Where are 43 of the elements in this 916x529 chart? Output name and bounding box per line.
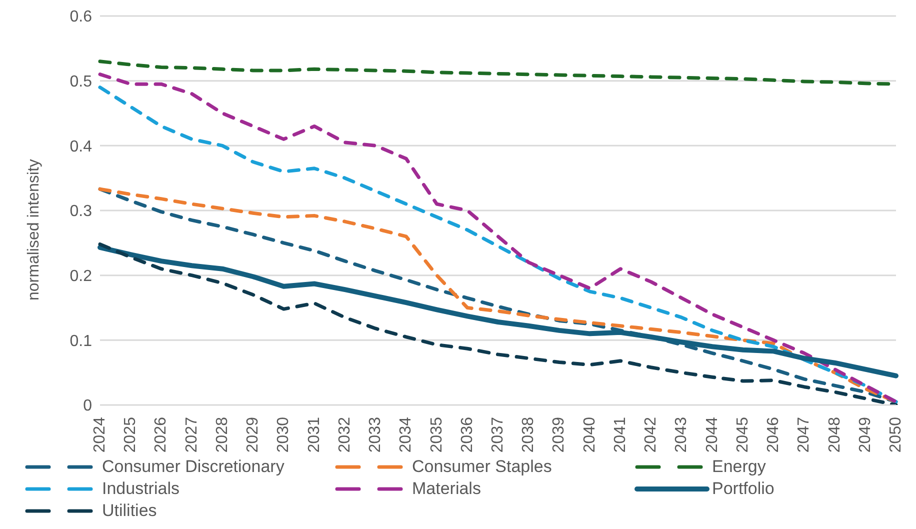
x-tick-label: 2030 [275, 416, 292, 453]
legend-label: Consumer Discretionary [102, 457, 284, 477]
x-tick-label: 2045 [734, 416, 752, 453]
x-tick-label: 2024 [92, 416, 108, 453]
x-tick-label: 2031 [306, 416, 323, 453]
x-tick-label: 2025 [122, 416, 140, 453]
line-series [98, 242, 898, 405]
x-tick-label: 2050 [888, 416, 904, 453]
x-tick-label: 2043 [673, 416, 690, 453]
x-tick-label: 2033 [367, 416, 384, 453]
y-tick-label: 0.6 [70, 8, 92, 26]
x-tick-label: 2039 [550, 416, 568, 453]
legend-label: Energy [712, 457, 766, 477]
x-tick-label: 2038 [520, 416, 538, 453]
x-tick-label: 2049 [856, 416, 874, 453]
y-axis-title: normalised intensity [26, 159, 43, 300]
x-tick-label: 2040 [581, 416, 598, 453]
x-tick-label: 2047 [796, 416, 813, 453]
y-tick-label: 0.3 [70, 203, 92, 220]
y-tick-label: 0 [83, 398, 92, 415]
x-tick-label: 2035 [428, 416, 446, 453]
x-tick-label: 2036 [458, 416, 476, 453]
x-tick-label: 2027 [183, 416, 200, 453]
x-tick-label: 2029 [244, 416, 262, 453]
y-tick-label: 0.2 [70, 268, 92, 286]
x-tick-label: 2046 [765, 416, 782, 453]
x-tick-label: 2028 [214, 416, 231, 453]
y-tick-label: 0.5 [70, 74, 92, 91]
legend-label: Materials [412, 479, 481, 499]
x-tick-label: 2041 [612, 416, 629, 453]
x-tick-label: 2048 [826, 416, 844, 453]
x-tick-label: 2037 [490, 416, 506, 453]
legend-label: Consumer Staples [412, 457, 552, 477]
y-tick-label: 0.4 [70, 138, 92, 156]
legend-label: Industrials [102, 479, 180, 499]
x-tick-label: 2032 [336, 416, 354, 453]
x-tick-label: 2026 [152, 416, 170, 453]
x-tick-label: 2042 [642, 416, 660, 453]
x-tick-label: 2044 [704, 416, 721, 453]
x-tick-label: 2034 [398, 416, 415, 453]
legend-label: Portfolio [712, 479, 774, 499]
legend-label: Utilities [102, 501, 157, 521]
y-tick-label: 0.1 [70, 332, 92, 350]
